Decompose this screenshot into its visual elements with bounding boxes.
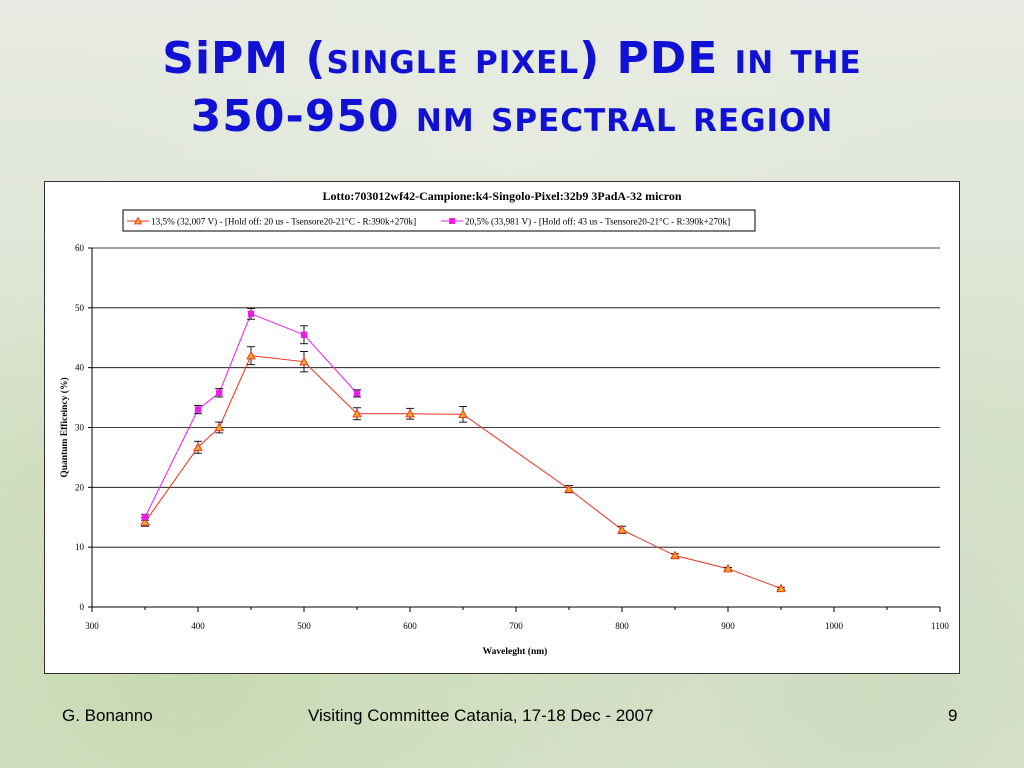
legend-box <box>122 209 756 232</box>
legend-marker-2 <box>449 218 455 224</box>
title-part-single-pixel: single pixel <box>326 33 580 84</box>
series-1-point-850 <box>670 550 680 560</box>
series-1-point-450 <box>246 350 256 360</box>
x-tick-label-600: 600 <box>403 621 417 631</box>
legend-label-2: 20,5% (33,981 V) - [Hold off: 43 us - Ts… <box>465 217 730 227</box>
series-1-line <box>144 355 782 589</box>
y-tick-label-30: 30 <box>75 423 85 433</box>
footer-event: Visiting Committee Catania, 17-18 Dec - … <box>308 706 654 725</box>
series-1-point-400 <box>193 442 203 451</box>
y-tick-label-60: 60 <box>75 243 85 253</box>
x-tick-label-1000: 1000 <box>825 621 844 631</box>
x-tick-label-1100: 1100 <box>931 621 949 631</box>
y-tick-label-50: 50 <box>75 303 85 313</box>
series-2-point-420 <box>216 389 223 396</box>
legend-marker-1 <box>133 216 143 225</box>
series-2-point-500 <box>300 331 308 338</box>
title-part-in-the: in the <box>734 33 862 84</box>
y-tick-label-10: 10 <box>75 542 85 552</box>
y-tick-label-0: 0 <box>80 602 85 612</box>
series-1-point-800 <box>617 524 627 534</box>
series-1-point-750 <box>564 484 574 493</box>
footer-page-number: 9 <box>948 706 958 725</box>
series-2-point-400 <box>194 406 202 413</box>
chart-frame: Lotto:703012wf42-Campione:k4-Singolo-Pix… <box>44 181 960 674</box>
series-1-point-650 <box>458 409 468 418</box>
series-1-point-950 <box>776 583 786 593</box>
x-tick-label-700: 700 <box>509 621 523 631</box>
series-1-point-550 <box>352 408 362 418</box>
slide-title: SiPM (single pixel) PDE in the 350-950 nm… <box>40 30 984 146</box>
series-1-point-500 <box>299 356 309 366</box>
x-axis-label: Waveleght (nm) <box>483 646 548 657</box>
series-1-point-900 <box>723 563 733 573</box>
y-axis-label: Quantum Efficeincy (%) <box>59 377 70 477</box>
chart-title: Lotto:703012wf42-Campione:k4-Singolo-Pix… <box>322 189 681 203</box>
title-part-spectral: nm spectral region <box>415 91 834 142</box>
series-2-point-350 <box>141 514 149 521</box>
series-2-point-550 <box>353 390 361 397</box>
series-1-point-420 <box>214 422 224 432</box>
series-2-line <box>144 313 358 518</box>
x-tick-label-500: 500 <box>297 621 311 631</box>
title-part-pde: ) PDE <box>579 33 735 84</box>
series-1-point-350 <box>140 517 150 526</box>
series-1-point-600 <box>405 408 415 418</box>
y-tick-label-20: 20 <box>75 482 85 492</box>
series-2-point-450 <box>247 310 255 318</box>
x-tick-label-300: 300 <box>85 621 99 631</box>
x-tick-label-400: 400 <box>191 621 205 631</box>
legend-label-1: 13,5% (32,007 V) - [Hold off: 20 us - Ts… <box>151 217 416 227</box>
x-tick-label-800: 800 <box>615 621 629 631</box>
y-tick-label-40: 40 <box>75 363 85 373</box>
title-part-sipm: SiPM ( <box>162 33 327 84</box>
x-tick-label-900: 900 <box>721 621 735 631</box>
footer-author: G. Bonanno <box>62 706 153 725</box>
title-part-range: 350-950 <box>190 91 416 142</box>
qe-chart: Lotto:703012wf42-Campione:k4-Singolo-Pix… <box>59 189 949 657</box>
